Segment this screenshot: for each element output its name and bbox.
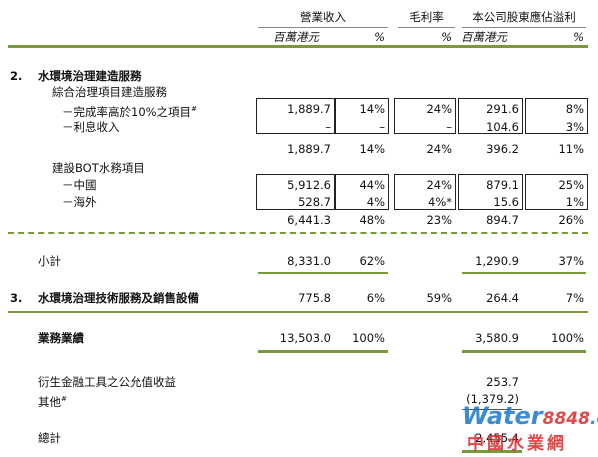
row-label: 其他#	[38, 394, 67, 409]
footnote-mark: #	[191, 105, 197, 113]
cell-value: 48%	[359, 213, 385, 227]
row-label: －利息收入	[62, 120, 120, 134]
row-label: －海外	[62, 195, 97, 209]
cell-value: 100%	[352, 331, 385, 345]
cell-value: 5,912.6	[287, 178, 331, 192]
header-rule	[258, 27, 388, 28]
section-number: 2.	[10, 69, 23, 83]
cell-box	[335, 98, 389, 134]
row-label: 小計	[38, 254, 61, 268]
cell-value: –	[379, 120, 385, 134]
cell-value: 6%	[366, 291, 385, 305]
cell-box	[394, 174, 456, 210]
watermark: Water8848.com	[462, 402, 598, 430]
row-label: 業務業績	[38, 331, 84, 345]
cell-value: 11%	[558, 142, 584, 156]
cell-value: 775.8	[298, 291, 331, 305]
header-rule	[462, 27, 586, 28]
cell-value: –	[325, 120, 331, 134]
cell-box	[256, 174, 335, 210]
row-label: 建設BOT水務項目	[52, 161, 145, 175]
watermark-text: 8848	[542, 409, 590, 429]
cell-value: 879.1	[486, 178, 519, 192]
cell-box	[458, 98, 523, 134]
cell-value: 37%	[558, 254, 584, 268]
unit-label: %	[374, 30, 385, 44]
header-rule-thick	[8, 45, 588, 48]
cell-value: 13,503.0	[279, 331, 331, 345]
unit-label: 百萬港元	[461, 30, 507, 44]
cell-box	[525, 174, 588, 210]
cell-value: 8%	[565, 102, 584, 116]
cell-box	[525, 98, 588, 134]
cell-value: 59%	[426, 291, 452, 305]
total-rule	[258, 350, 388, 353]
section-number: 3.	[10, 291, 23, 305]
cell-value: 1,290.9	[475, 254, 519, 268]
row-label: －完成率高於10%之項目#	[62, 104, 197, 119]
cell-value: 291.6	[486, 102, 519, 116]
cell-value: (1,379.2)	[466, 392, 519, 406]
cell-value: 2,455.4	[475, 431, 519, 445]
watermark-text: Water	[462, 402, 543, 430]
cell-value: 24%	[426, 178, 452, 192]
cell-value: 6,441.3	[287, 213, 331, 227]
cell-value: 894.7	[486, 213, 519, 227]
unit-label: %	[573, 30, 584, 44]
cell-box	[256, 98, 335, 134]
cell-value: 104.6	[486, 120, 519, 134]
dashed-rule	[8, 232, 588, 234]
cell-value: 8,331.0	[287, 254, 331, 268]
cell-value: 26%	[558, 213, 584, 227]
footnote-mark: #	[61, 395, 67, 403]
column-header: 本公司股東應佔溢利	[472, 10, 576, 24]
row-label: 水環境治理技術服務及銷售設備	[38, 291, 199, 305]
cell-value: 7%	[565, 291, 584, 305]
row-label: 綜合治理項目建造服務	[52, 85, 167, 99]
cell-value: 3%	[565, 120, 584, 134]
cell-value: 264.4	[486, 291, 519, 305]
grand-total-rule	[462, 450, 522, 453]
section-rule	[8, 311, 588, 313]
unit-label: 百萬港元	[273, 30, 319, 44]
cell-value: 396.2	[486, 142, 519, 156]
cell-value: 25%	[558, 178, 584, 192]
row-label: 衍生金融工具之公允值收益	[38, 375, 176, 389]
cell-value: 253.7	[486, 375, 519, 389]
cell-box	[458, 174, 523, 210]
cell-value: 44%	[359, 178, 385, 192]
cell-value: –	[446, 120, 452, 134]
cell-value: 15.6	[493, 195, 519, 209]
cell-value: 62%	[359, 254, 385, 268]
cell-value: 24%	[426, 142, 452, 156]
row-label: －中國	[62, 178, 97, 192]
cell-value: 3,580.9	[475, 331, 519, 345]
watermark-subtitle: 中國水業網	[467, 434, 567, 454]
cell-value: 100%	[551, 331, 584, 345]
subtotal-rule	[462, 272, 586, 274]
subtotal-rule	[258, 272, 388, 274]
watermark-text: .com	[589, 409, 598, 429]
cell-value: 1,889.7	[287, 142, 331, 156]
other-rule	[462, 409, 522, 410]
cell-value: 14%	[359, 142, 385, 156]
cell-value: 14%	[359, 102, 385, 116]
cell-value: 1%	[565, 195, 584, 209]
column-header: 營業收入	[300, 10, 346, 24]
unit-label: %	[441, 30, 452, 44]
cell-box	[394, 98, 456, 134]
header-rule	[398, 27, 455, 28]
cell-value: 23%	[426, 213, 452, 227]
row-label: 總計	[38, 431, 61, 445]
row-label: 水環境治理建造服務	[38, 69, 142, 83]
cell-value: 528.7	[298, 195, 331, 209]
total-rule	[462, 350, 586, 353]
cell-value: 4%	[366, 195, 385, 209]
cell-box	[335, 174, 389, 210]
cell-value: 1,889.7	[287, 102, 331, 116]
column-header: 毛利率	[409, 10, 444, 24]
cell-value: 4%*	[428, 195, 452, 209]
cell-value: 24%	[426, 102, 452, 116]
